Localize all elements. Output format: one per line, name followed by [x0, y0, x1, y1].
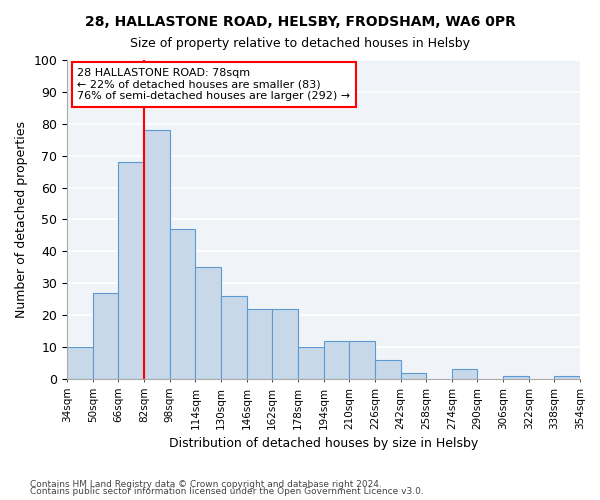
Bar [272, 308, 298, 379]
Bar [196, 268, 221, 379]
Bar [375, 360, 401, 379]
Bar [452, 370, 478, 379]
Bar [67, 347, 93, 379]
Bar [93, 293, 118, 379]
Text: 28 HALLASTONE ROAD: 78sqm
← 22% of detached houses are smaller (83)
76% of semi-: 28 HALLASTONE ROAD: 78sqm ← 22% of detac… [77, 68, 350, 101]
Bar [247, 308, 272, 379]
Text: Contains public sector information licensed under the Open Government Licence v3: Contains public sector information licen… [30, 487, 424, 496]
Bar [503, 376, 529, 379]
Bar [298, 347, 323, 379]
X-axis label: Distribution of detached houses by size in Helsby: Distribution of detached houses by size … [169, 437, 478, 450]
Bar [118, 162, 144, 379]
Bar [221, 296, 247, 379]
Bar [401, 372, 426, 379]
Text: 28, HALLASTONE ROAD, HELSBY, FRODSHAM, WA6 0PR: 28, HALLASTONE ROAD, HELSBY, FRODSHAM, W… [85, 15, 515, 29]
Y-axis label: Number of detached properties: Number of detached properties [15, 121, 28, 318]
Text: Size of property relative to detached houses in Helsby: Size of property relative to detached ho… [130, 38, 470, 51]
Bar [554, 376, 580, 379]
Bar [170, 229, 196, 379]
Bar [144, 130, 170, 379]
Text: Contains HM Land Registry data © Crown copyright and database right 2024.: Contains HM Land Registry data © Crown c… [30, 480, 382, 489]
Bar [323, 340, 349, 379]
Bar [349, 340, 375, 379]
